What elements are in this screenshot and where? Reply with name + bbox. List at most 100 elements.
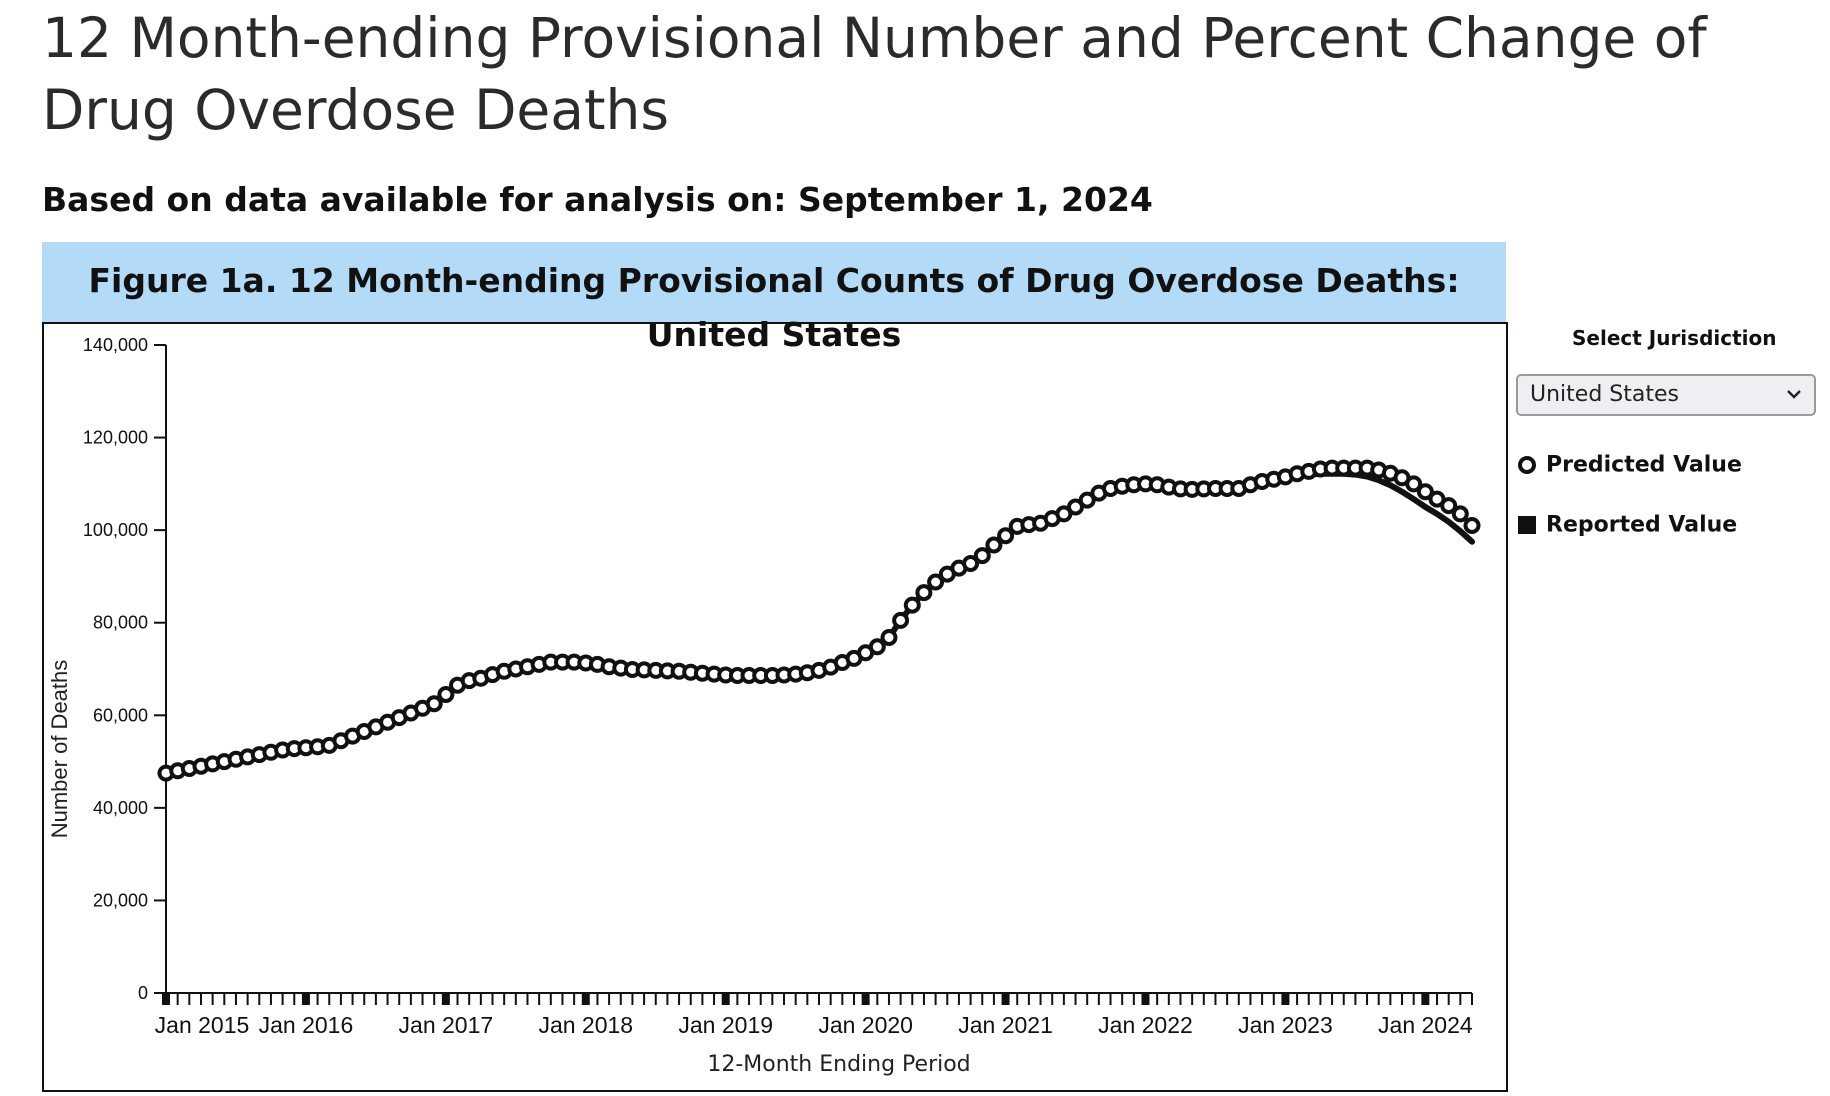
x-minor-tick [1389, 993, 1392, 1005]
x-tick-label: Jan 2021 [958, 1012, 1053, 1038]
x-minor-tick [456, 993, 459, 1005]
y-tick-label: 100,000 [83, 520, 148, 540]
x-minor-tick [596, 993, 599, 1005]
predicted-point [1055, 505, 1073, 523]
x-minor-tick [1412, 993, 1415, 1005]
x-axis: Jan 2015 Jan 2016 Jan 2017 Jan 2018 Jan 2019… [155, 992, 1473, 1038]
x-minor-tick [969, 993, 972, 1005]
y-tick-label: 20,000 [93, 890, 148, 910]
x-minor-tick [538, 993, 541, 1005]
x-minor-tick [188, 993, 191, 1005]
predicted-point [425, 695, 443, 713]
x-major-tick [301, 993, 310, 1005]
x-minor-tick [234, 993, 237, 1005]
x-minor-tick [643, 993, 646, 1005]
predicted-point [973, 547, 991, 565]
x-minor-tick [771, 993, 774, 1005]
x-minor-tick [1307, 993, 1310, 1005]
x-minor-tick [1214, 993, 1217, 1005]
x-major-tick [861, 993, 870, 1005]
x-minor-tick [468, 993, 471, 1005]
x-minor-tick [1459, 993, 1462, 1005]
x-major-tick [721, 993, 730, 1005]
x-minor-tick [619, 993, 622, 1005]
predicted-point [437, 686, 455, 703]
filled-square-icon [1518, 516, 1536, 534]
x-minor-tick [491, 993, 494, 1005]
x-minor-tick [1319, 993, 1322, 1005]
x-minor-tick [1132, 993, 1135, 1005]
x-minor-tick [246, 993, 249, 1005]
x-minor-tick [736, 993, 739, 1005]
y-tick-label: 140,000 [83, 335, 148, 355]
x-minor-tick [713, 993, 716, 1005]
x-major-tick [1001, 993, 1010, 1005]
x-minor-tick [783, 993, 786, 1005]
predicted-point [868, 638, 886, 656]
x-major-tick [1421, 993, 1430, 1005]
page-title: 12 Month-ending Provisional Number and P… [42, 6, 1707, 142]
x-minor-tick [759, 993, 762, 1005]
x-minor-tick [433, 993, 436, 1005]
x-minor-tick [281, 993, 284, 1005]
x-minor-tick [701, 993, 704, 1005]
x-minor-tick [211, 993, 214, 1005]
x-minor-tick [1074, 993, 1077, 1005]
x-minor-tick [1471, 993, 1473, 1005]
x-minor-tick [806, 993, 809, 1005]
figure-frame [42, 322, 1508, 1092]
x-minor-tick [1016, 993, 1019, 1005]
x-minor-tick [1109, 993, 1112, 1005]
x-minor-tick [829, 993, 832, 1005]
x-minor-tick [351, 993, 354, 1005]
x-minor-tick [1086, 993, 1089, 1005]
predicted-point [1440, 497, 1458, 515]
predicted-point [892, 611, 910, 629]
jurisdiction-select-value: United States [1530, 382, 1679, 407]
x-minor-tick [526, 993, 529, 1005]
x-minor-tick [678, 993, 681, 1005]
x-minor-tick [631, 993, 634, 1005]
x-minor-tick [1436, 993, 1439, 1005]
x-minor-tick [841, 993, 844, 1005]
x-minor-tick [1261, 993, 1264, 1005]
chevron-down-icon [1787, 390, 1801, 399]
x-minor-tick [794, 993, 797, 1005]
x-tick-label: Jan 2017 [399, 1012, 494, 1038]
predicted-point [1078, 491, 1096, 509]
predicted-value-series [157, 459, 1481, 782]
x-major-tick [1281, 993, 1290, 1005]
x-minor-tick [1354, 993, 1357, 1005]
x-minor-tick [514, 993, 517, 1005]
figure-title: Figure 1a. 12 Month-ending Provisional C… [88, 261, 1460, 354]
x-minor-tick [1121, 993, 1124, 1005]
x-minor-tick [421, 993, 424, 1005]
x-major-tick [1141, 993, 1150, 1005]
x-minor-tick [223, 993, 226, 1005]
x-minor-tick [269, 993, 272, 1005]
x-minor-tick [199, 993, 202, 1005]
x-minor-tick [957, 993, 960, 1005]
predicted-point [1067, 498, 1084, 516]
x-minor-tick [1296, 993, 1299, 1005]
legend-item-predicted[interactable]: Predicted Value [1518, 452, 1742, 478]
jurisdiction-select[interactable]: United States [1516, 374, 1816, 416]
legend-item-reported[interactable]: Reported Value [1518, 512, 1737, 538]
x-tick-label: Jan 2019 [678, 1012, 773, 1038]
x-tick-label: Jan 2023 [1238, 1012, 1333, 1038]
legend-predicted-label: Predicted Value [1546, 452, 1742, 478]
x-minor-tick [176, 993, 179, 1005]
x-minor-tick [922, 993, 925, 1005]
x-major-tick [162, 993, 170, 1005]
y-tick-label: 0 [138, 983, 148, 1003]
x-minor-tick [876, 993, 879, 1005]
predicted-point [1451, 505, 1469, 523]
x-minor-tick [328, 993, 331, 1005]
x-minor-tick [1377, 993, 1380, 1005]
open-circle-icon [1518, 456, 1536, 474]
x-minor-tick [1051, 993, 1054, 1005]
x-minor-tick [911, 993, 914, 1005]
predicted-point [962, 555, 980, 572]
x-minor-tick [1191, 993, 1194, 1005]
legend-reported-label: Reported Value [1546, 512, 1738, 538]
